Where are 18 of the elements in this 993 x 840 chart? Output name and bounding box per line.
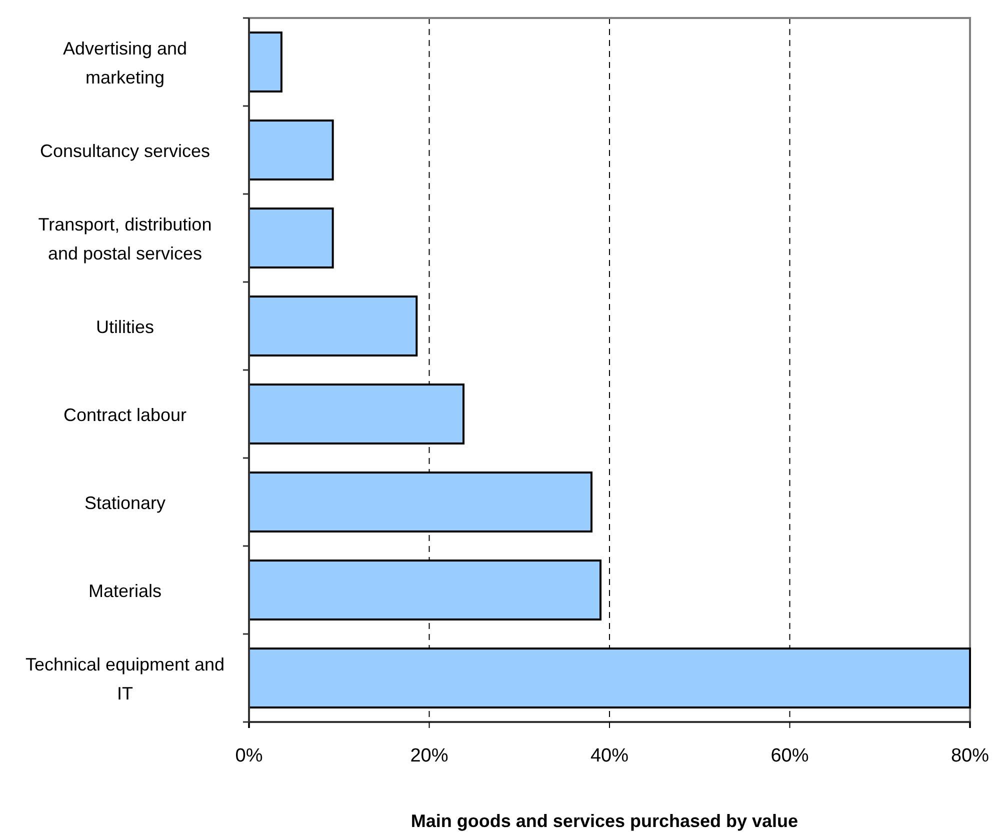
bar (248, 32, 282, 92)
y-tick-label: Materials (88, 581, 162, 601)
x-axis-title: Main goods and services purchased by value (410, 811, 798, 831)
x-tick-label: 0% (235, 745, 263, 766)
bar (248, 120, 334, 180)
x-tick-label: 60% (770, 745, 809, 766)
y-tick-label: Contract labour (63, 405, 187, 425)
y-tick-label: Advertising and marketing (62, 38, 188, 88)
x-tick-label: 20% (410, 745, 448, 766)
bar (248, 296, 418, 356)
x-tick-label: 80% (950, 745, 990, 766)
x-tick-label: 40% (590, 745, 629, 766)
bar (248, 208, 334, 268)
y-tick-label: Stationary (84, 493, 166, 513)
y-tick-label: Consultancy services (40, 141, 210, 161)
y-tick-label: Technical equipment and IT (25, 654, 225, 704)
y-tick-label: Utilities (96, 317, 154, 337)
y-tick-label: Transport, distribution and postal services (38, 214, 212, 264)
